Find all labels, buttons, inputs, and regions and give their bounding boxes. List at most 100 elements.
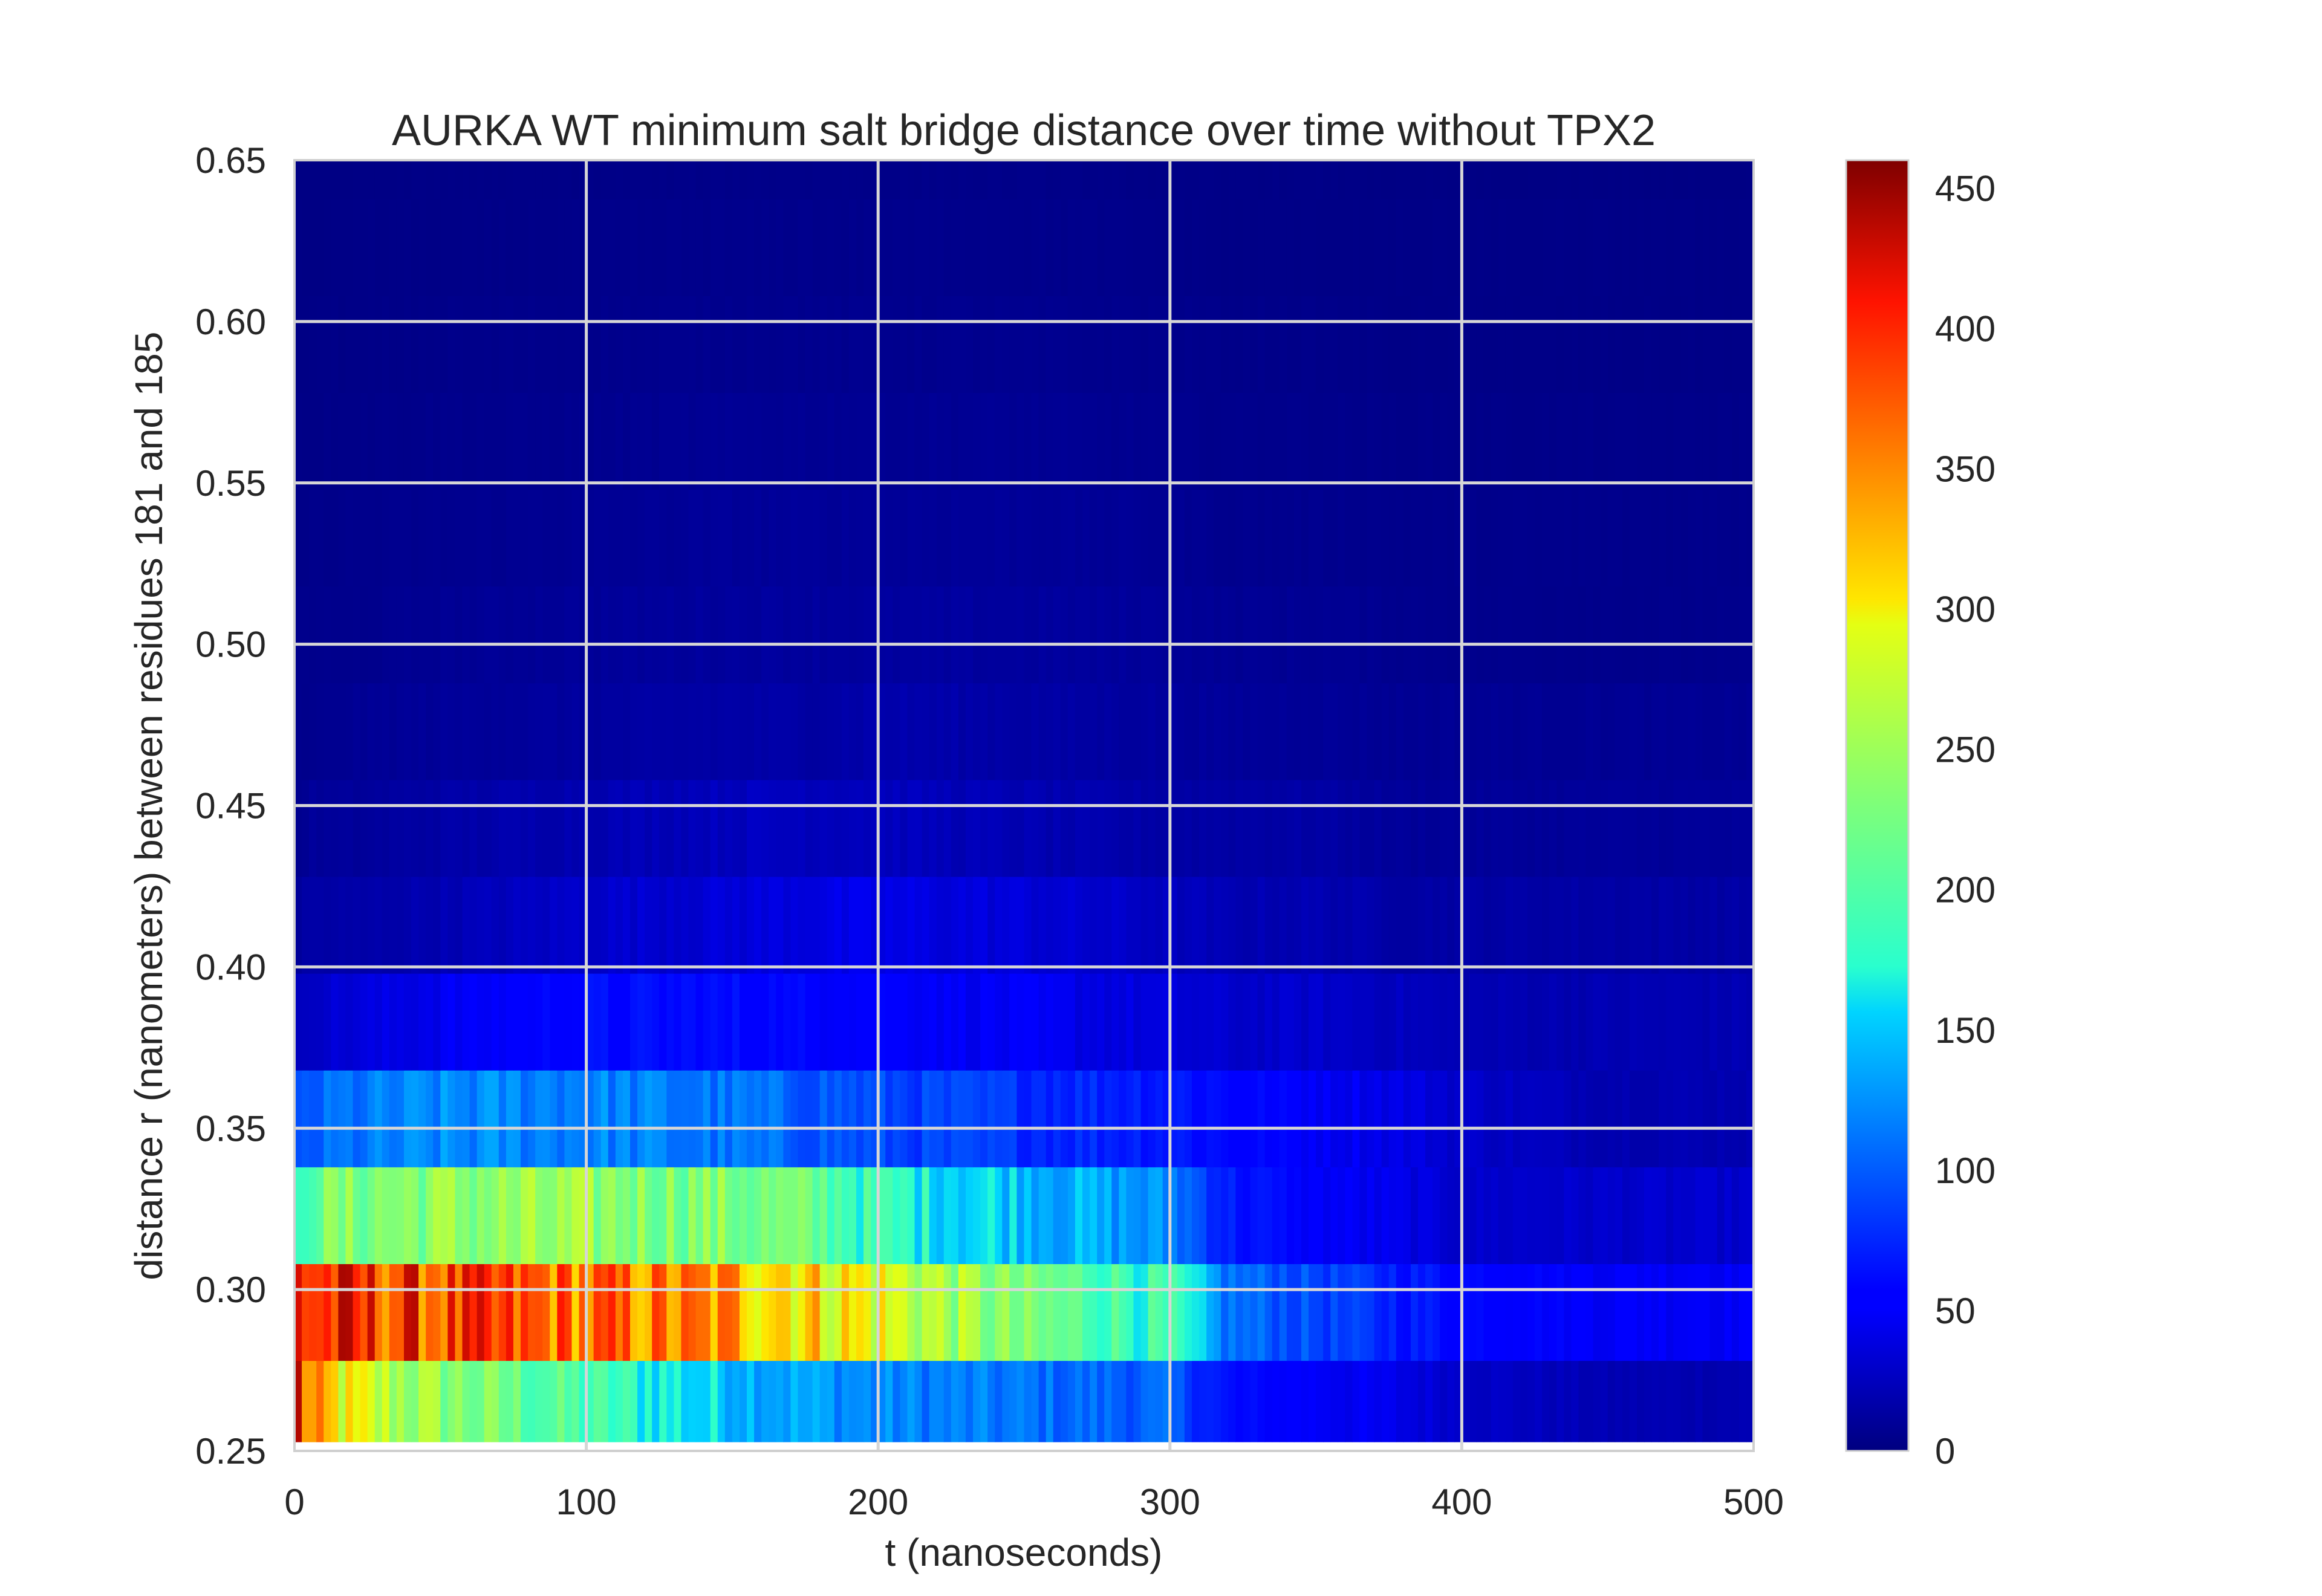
heatmap-cell xyxy=(345,1360,354,1442)
heatmap-cell xyxy=(1695,683,1703,780)
y-tick-label: 0.35 xyxy=(195,1108,266,1149)
heatmap-cell xyxy=(600,1360,609,1442)
heatmap-cell xyxy=(1542,489,1550,587)
heatmap-cell xyxy=(761,1167,769,1265)
heatmap-cell xyxy=(491,586,499,684)
heatmap-cell xyxy=(893,683,900,780)
heatmap-cell xyxy=(871,489,879,587)
heatmap-cell xyxy=(798,1360,806,1442)
heatmap-cell xyxy=(1498,1167,1506,1265)
heatmap-cell xyxy=(564,1167,573,1265)
heatmap-cell xyxy=(374,779,383,877)
heatmap-cell xyxy=(1169,973,1178,1071)
heatmap-cell xyxy=(958,296,966,393)
heatmap-cell xyxy=(1440,489,1448,587)
x-tick-label: 400 xyxy=(1431,1482,1492,1522)
heatmap-cell xyxy=(433,683,441,780)
heatmap-cell xyxy=(724,392,733,490)
heatmap-cell xyxy=(1009,392,1018,490)
heatmap-cell xyxy=(360,1264,368,1361)
heatmap-cell xyxy=(790,876,799,974)
heatmap-cell xyxy=(1024,1070,1032,1167)
heatmap-cell xyxy=(922,779,930,877)
heatmap-cell xyxy=(1162,296,1171,393)
heatmap-cell xyxy=(608,1264,616,1361)
heatmap-cell xyxy=(805,586,813,684)
heatmap-cell xyxy=(367,1167,376,1265)
heatmap-cell xyxy=(1542,160,1550,199)
heatmap-cell xyxy=(834,683,842,780)
heatmap-cell xyxy=(1491,296,1499,393)
heatmap-cell xyxy=(316,199,324,296)
heatmap-cell xyxy=(1221,779,1229,877)
heatmap-cell xyxy=(1520,296,1528,393)
heatmap-cell xyxy=(1396,586,1404,684)
heatmap-cell xyxy=(1607,973,1616,1071)
heatmap-cell xyxy=(440,1360,448,1442)
heatmap-cell xyxy=(681,1360,689,1442)
heatmap-cell xyxy=(695,199,704,296)
heatmap-cell xyxy=(1162,779,1171,877)
heatmap-cell xyxy=(666,489,674,587)
heatmap-cell xyxy=(1221,1070,1229,1167)
heatmap-cell xyxy=(1133,160,1142,199)
heatmap-cell xyxy=(1483,876,1492,974)
heatmap-cell xyxy=(1279,392,1287,490)
heatmap-cell xyxy=(1111,392,1119,490)
heatmap-cell xyxy=(1731,296,1740,393)
heatmap-cell xyxy=(724,1070,733,1167)
heatmap-cell xyxy=(455,973,463,1071)
heatmap-cell xyxy=(914,876,923,974)
heatmap-cell xyxy=(1403,683,1411,780)
heatmap-cell xyxy=(360,1167,368,1265)
heatmap-cell xyxy=(586,586,594,684)
heatmap-cell xyxy=(637,779,645,877)
heatmap-cell xyxy=(1323,876,1331,974)
heatmap-cell xyxy=(1119,683,1127,780)
heatmap-cell xyxy=(476,296,485,393)
heatmap-cell xyxy=(374,160,383,199)
heatmap-cell xyxy=(1578,876,1587,974)
heatmap-cell xyxy=(513,683,521,780)
heatmap-cell xyxy=(1191,779,1200,877)
heatmap-cell xyxy=(893,973,900,1071)
heatmap-cell xyxy=(1469,1167,1477,1265)
heatmap-cell xyxy=(1724,1167,1732,1265)
heatmap-cell xyxy=(528,1070,536,1167)
heatmap-cell xyxy=(812,973,821,1071)
heatmap-cell xyxy=(1418,1360,1426,1442)
heatmap-cell xyxy=(732,296,740,393)
heatmap-cell xyxy=(674,779,682,877)
heatmap-cell xyxy=(1738,779,1747,877)
heatmap-cell xyxy=(1535,586,1543,684)
heatmap-cell xyxy=(1221,1360,1229,1442)
heatmap-cell xyxy=(1520,586,1528,684)
heatmap-cell xyxy=(1666,199,1674,296)
heatmap-cell xyxy=(783,1070,792,1167)
heatmap-cell xyxy=(1483,1070,1492,1167)
heatmap-cell xyxy=(1695,1264,1703,1361)
heatmap-cell xyxy=(1433,779,1440,877)
heatmap-cell xyxy=(732,973,740,1071)
heatmap-cell xyxy=(739,1167,747,1265)
heatmap-cell xyxy=(1585,199,1594,296)
heatmap-cell xyxy=(1688,876,1696,974)
heatmap-cell xyxy=(367,779,376,877)
heatmap-cell xyxy=(776,489,784,587)
heatmap-cell xyxy=(717,779,726,877)
heatmap-cell xyxy=(1746,489,1754,587)
heatmap-cell xyxy=(987,489,995,587)
heatmap-cell xyxy=(1082,1360,1090,1442)
heatmap-cell xyxy=(1330,683,1338,780)
heatmap-cell xyxy=(856,876,864,974)
heatmap-cell xyxy=(1585,586,1594,684)
heatmap-cell xyxy=(929,779,937,877)
heatmap-cell xyxy=(1323,1264,1331,1361)
heatmap-cell xyxy=(1155,1070,1163,1167)
heatmap-cell xyxy=(1338,779,1345,877)
heatmap-cell xyxy=(907,1167,915,1265)
heatmap-cell xyxy=(1695,489,1703,587)
heatmap-cell xyxy=(1666,683,1674,780)
heatmap-cell xyxy=(1381,1360,1390,1442)
heatmap-cell xyxy=(1221,392,1229,490)
